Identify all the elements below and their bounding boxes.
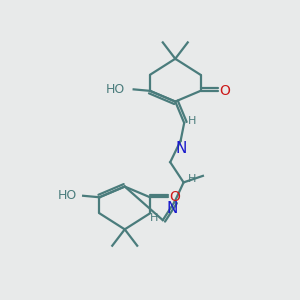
Text: HO: HO [106,83,125,96]
Text: O: O [169,190,180,204]
Text: H: H [188,116,197,126]
Text: HO: HO [57,189,76,202]
Text: H: H [188,174,196,184]
Text: O: O [220,84,230,98]
Text: N: N [167,201,178,216]
Text: H: H [150,213,159,223]
Text: N: N [176,141,187,156]
